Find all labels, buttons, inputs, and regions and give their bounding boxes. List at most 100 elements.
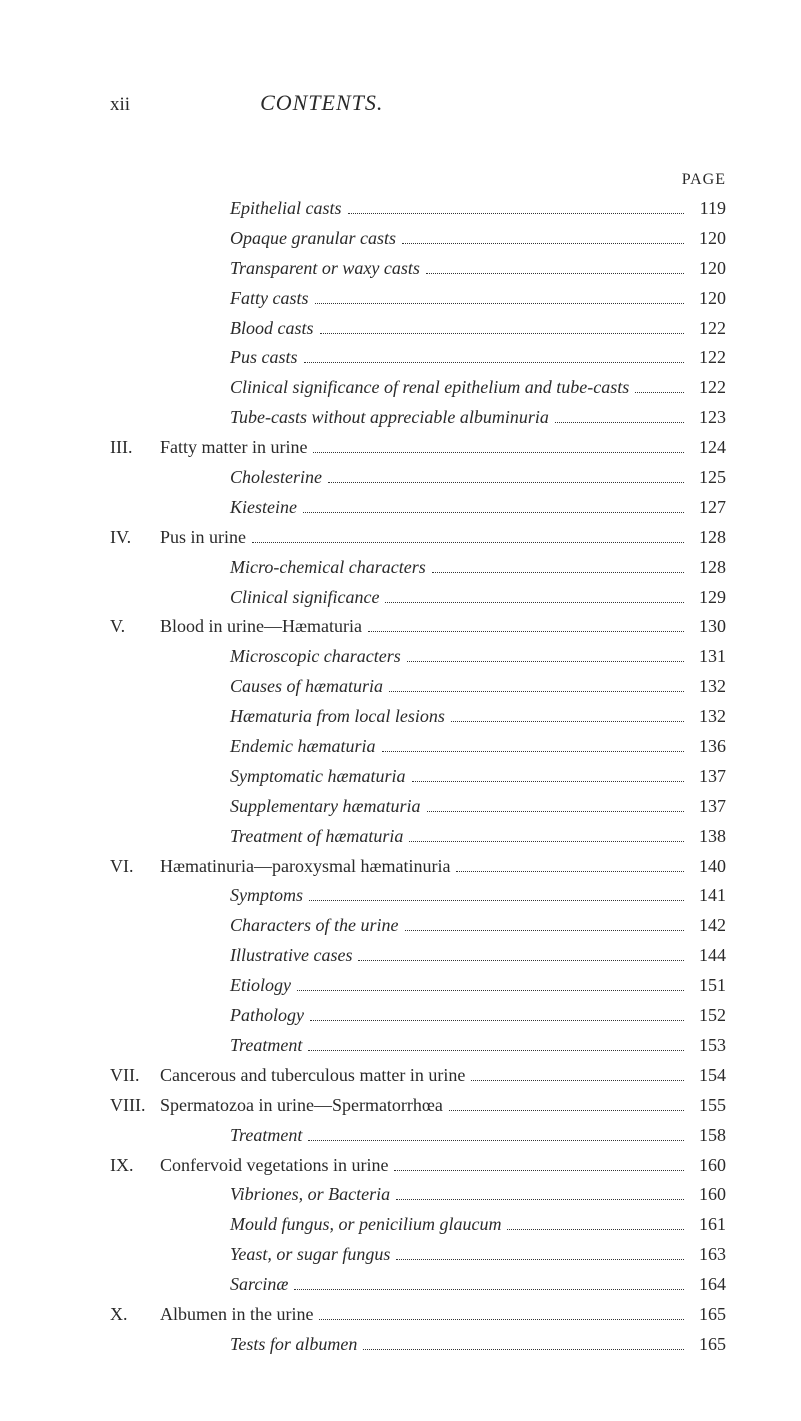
page-container: xii CONTENTS. PAGE Epithelial casts119Op… (0, 0, 801, 1421)
toc-page-number: 140 (690, 853, 726, 881)
toc-page-number: 161 (690, 1211, 726, 1239)
leader-dots (471, 1080, 684, 1081)
toc-line: Treatment 158 (110, 1122, 726, 1150)
toc-page-number: 123 (690, 404, 726, 432)
leader-dots (313, 452, 684, 453)
toc-entry-label: Microscopic characters (160, 643, 401, 671)
toc-page-number: 137 (690, 763, 726, 791)
leader-dots (394, 1170, 684, 1171)
leader-dots (303, 512, 684, 513)
toc-page-number: 127 (690, 494, 726, 522)
toc-page-number: 138 (690, 823, 726, 851)
toc-entry-label: Fatty casts (160, 285, 309, 313)
toc-page-number: 158 (690, 1122, 726, 1150)
toc-page-number: 125 (690, 464, 726, 492)
toc-line: Characters of the urine 142 (110, 912, 726, 940)
toc-entry-label: Hæmatinuria—paroxysmal hæmatinuria (160, 853, 450, 881)
toc-line: Illustrative cases 144 (110, 942, 726, 970)
toc-entry-label: Clinical significance of renal epitheliu… (160, 374, 629, 402)
toc-entry-label: Illustrative cases (160, 942, 352, 970)
leader-dots (402, 243, 684, 244)
leader-dots (635, 392, 684, 393)
roman-numeral: VI. (110, 853, 160, 881)
toc-page-number: 141 (690, 882, 726, 910)
toc-entry-label: Tests for albumen (160, 1331, 357, 1359)
leader-dots (451, 721, 684, 722)
table-of-contents: Epithelial casts119Opaque granular casts… (110, 195, 726, 1359)
leader-dots (432, 572, 684, 573)
toc-line: Tube-casts without appreciable albuminur… (110, 404, 726, 432)
toc-page-number: 122 (690, 344, 726, 372)
toc-line: Fatty casts120 (110, 285, 726, 313)
toc-page-number: 120 (690, 225, 726, 253)
toc-line: Mould fungus, or penicilium glaucum 161 (110, 1211, 726, 1239)
toc-page-number: 165 (690, 1331, 726, 1359)
toc-line: Treatment153 (110, 1032, 726, 1060)
toc-page-number: 154 (690, 1062, 726, 1090)
toc-page-number: 155 (690, 1092, 726, 1120)
toc-page-number: 119 (690, 195, 726, 223)
toc-entry-label: Characters of the urine (160, 912, 399, 940)
toc-page-number: 144 (690, 942, 726, 970)
toc-line: VI.Hæmatinuria—paroxysmal hæmatinuria 140 (110, 853, 726, 881)
toc-line: Blood casts 122 (110, 315, 726, 343)
leader-dots (427, 811, 685, 812)
toc-page-number: 122 (690, 315, 726, 343)
toc-page-number: 160 (690, 1152, 726, 1180)
leader-dots (409, 841, 684, 842)
toc-entry-label: Causes of hæmaturia (160, 673, 383, 701)
roman-numeral: IV. (110, 524, 160, 552)
toc-page-number: 142 (690, 912, 726, 940)
toc-line: Endemic hæmaturia136 (110, 733, 726, 761)
leader-dots (555, 422, 684, 423)
toc-line: Clinical significance129 (110, 584, 726, 612)
toc-line: III.Fatty matter in urine 124 (110, 434, 726, 462)
toc-page-number: 137 (690, 793, 726, 821)
roman-numeral: VIII. (110, 1092, 160, 1120)
toc-page-number: 124 (690, 434, 726, 462)
toc-line: VII.Cancerous and tuberculous matter in … (110, 1062, 726, 1090)
toc-line: Pathology152 (110, 1002, 726, 1030)
page-roman-number: xii (110, 94, 130, 116)
toc-entry-label: Kiesteine (160, 494, 297, 522)
toc-line: Tests for albumen 165 (110, 1331, 726, 1359)
toc-entry-label: Micro-chemical characters (160, 554, 426, 582)
leader-dots (389, 691, 684, 692)
toc-entry-label: Cancerous and tuberculous matter in urin… (160, 1062, 465, 1090)
toc-entry-label: Treatment (160, 1122, 302, 1150)
toc-line: Kiesteine 127 (110, 494, 726, 522)
toc-entry-label: Cholesterine (160, 464, 322, 492)
toc-page-number: 136 (690, 733, 726, 761)
toc-entry-label: Fatty matter in urine (160, 434, 307, 462)
toc-line: Treatment of hæmaturia138 (110, 823, 726, 851)
toc-line: Yeast, or sugar fungus163 (110, 1241, 726, 1269)
leader-dots (310, 1020, 684, 1021)
toc-entry-label: Pus in urine (160, 524, 246, 552)
roman-numeral: III. (110, 434, 160, 462)
leader-dots (396, 1259, 684, 1260)
toc-page-number: 151 (690, 972, 726, 1000)
toc-line: Symptoms141 (110, 882, 726, 910)
toc-page-number: 129 (690, 584, 726, 612)
toc-entry-label: Blood casts (160, 315, 314, 343)
toc-entry-label: Tube-casts without appreciable albuminur… (160, 404, 549, 432)
toc-entry-label: Symptomatic hæmaturia (160, 763, 406, 791)
page-column-label: PAGE (110, 171, 726, 189)
toc-line: Causes of hæmaturia 132 (110, 673, 726, 701)
toc-page-number: 131 (690, 643, 726, 671)
toc-entry-label: Mould fungus, or penicilium glaucum (160, 1211, 501, 1239)
leader-dots (294, 1289, 684, 1290)
leader-dots (308, 1140, 684, 1141)
leader-dots (449, 1110, 684, 1111)
toc-entry-label: Albumen in the urine (160, 1301, 313, 1329)
toc-page-number: 132 (690, 703, 726, 731)
toc-line: V.Blood in urine—Hæmaturia130 (110, 613, 726, 641)
toc-line: Vibriones, or Bacteria160 (110, 1181, 726, 1209)
leader-dots (304, 362, 685, 363)
toc-page-number: 130 (690, 613, 726, 641)
toc-entry-label: Spermatozoa in urine—Spermatorrhœa (160, 1092, 443, 1120)
toc-line: Pus casts122 (110, 344, 726, 372)
page-header: xii CONTENTS. (110, 90, 726, 116)
toc-line: Cholesterine 125 (110, 464, 726, 492)
toc-page-number: 132 (690, 673, 726, 701)
